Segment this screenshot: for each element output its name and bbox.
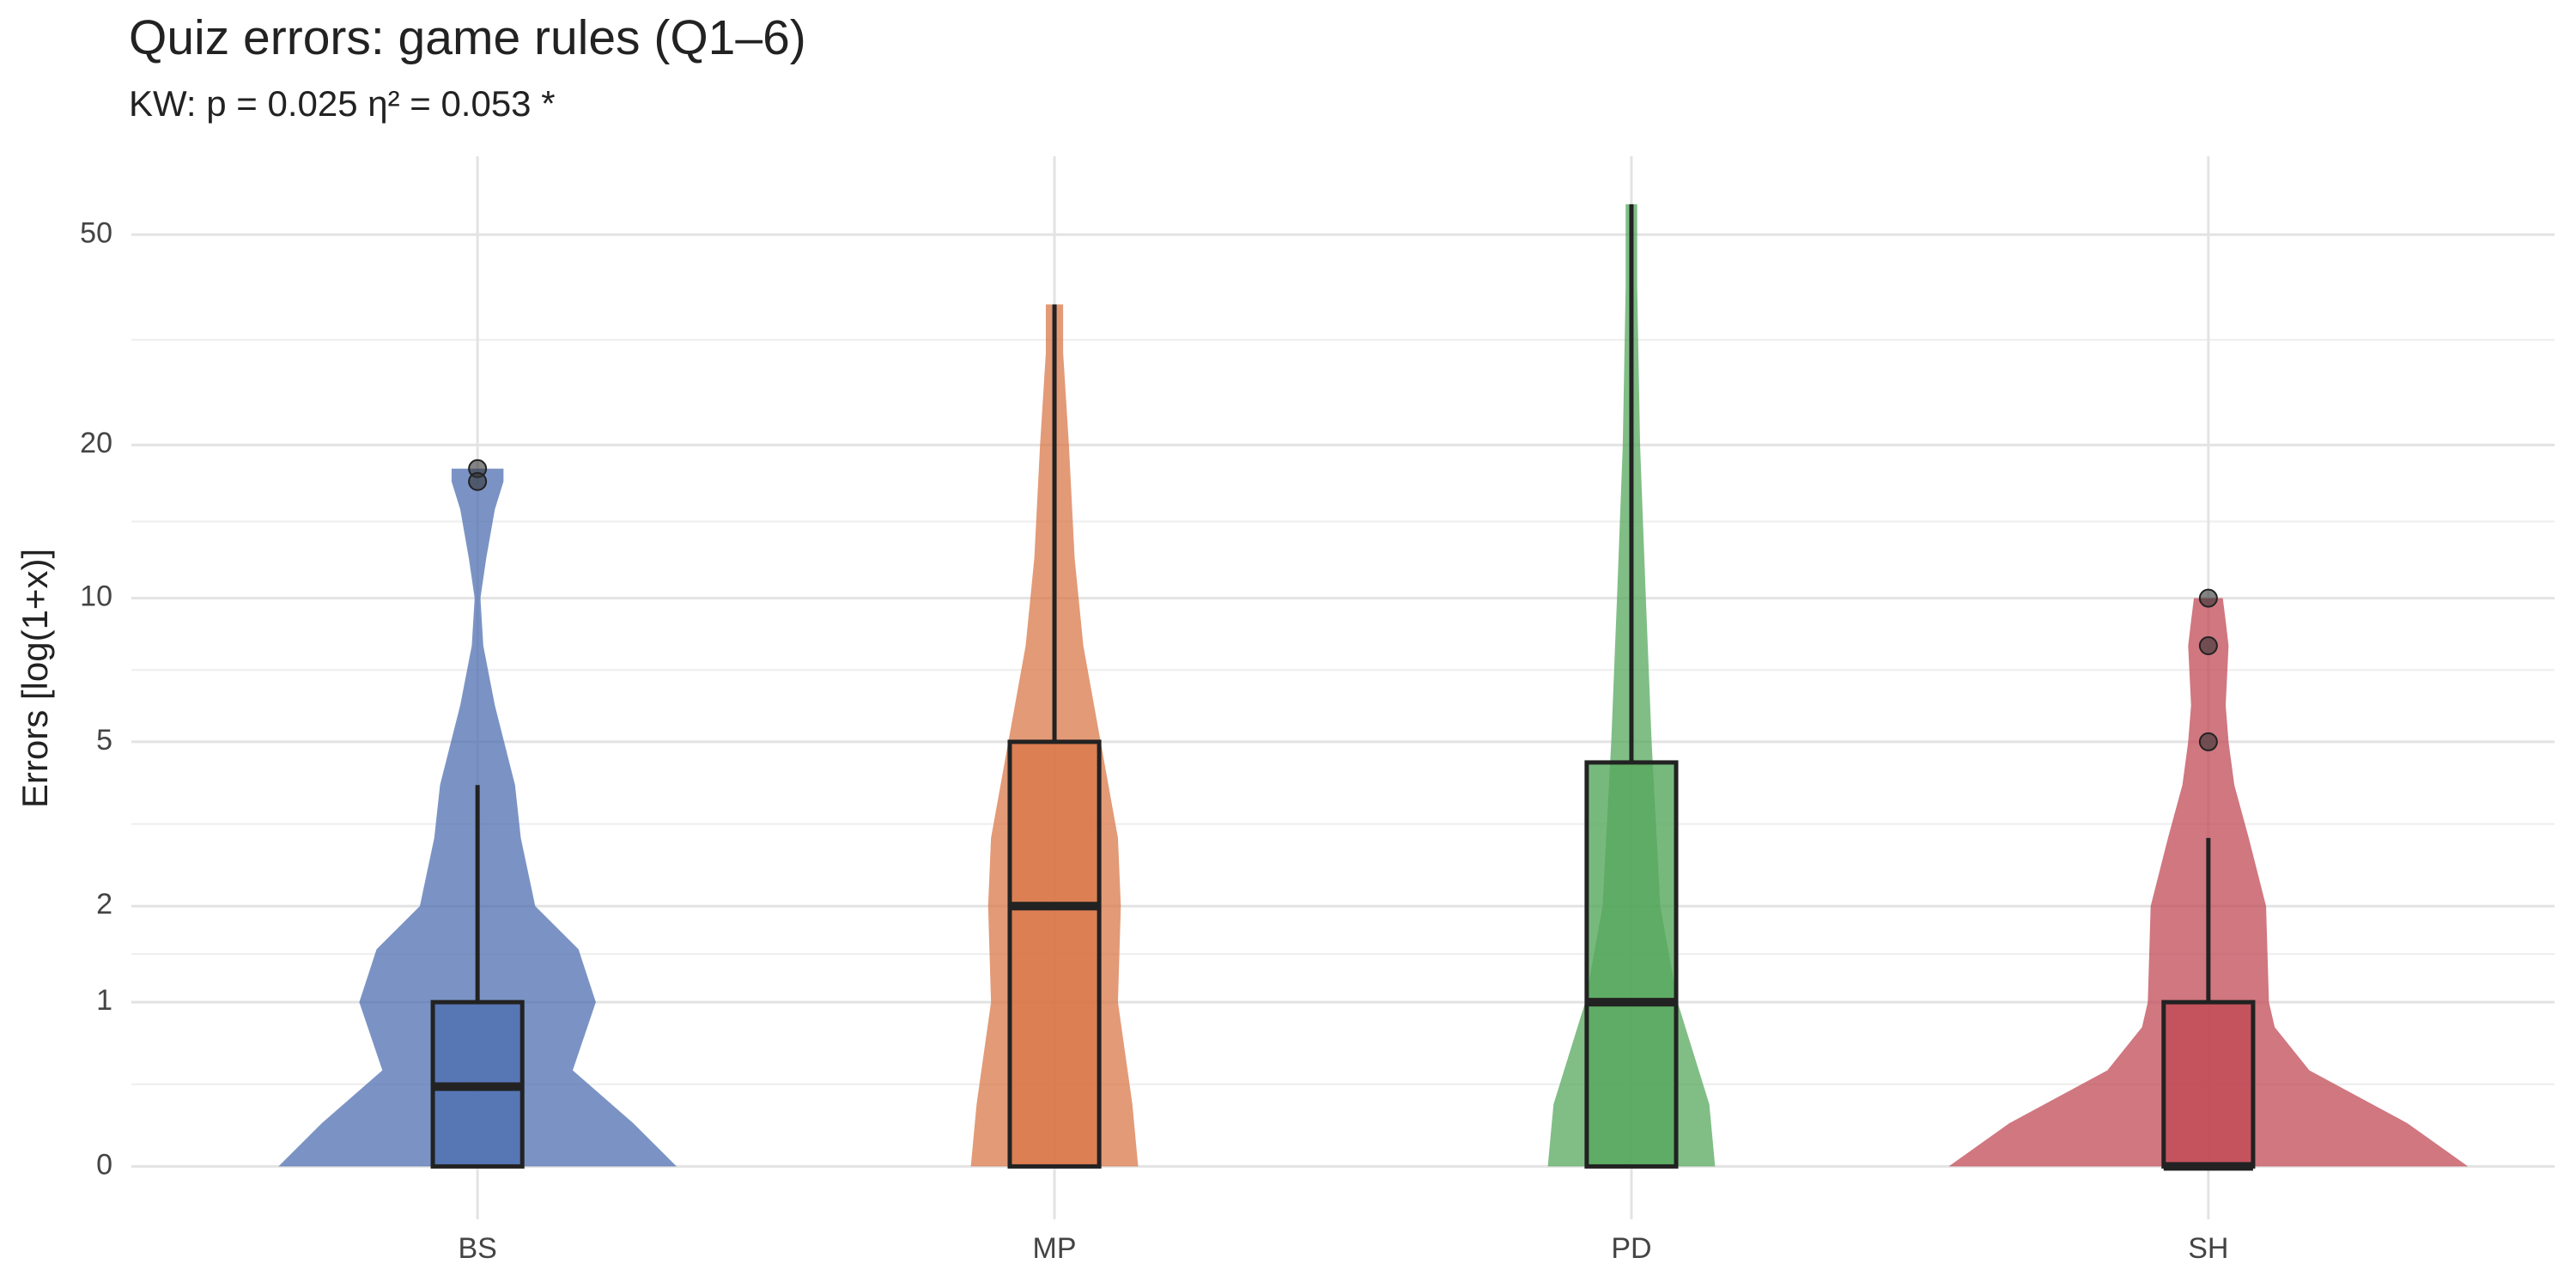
y-tick-label: 50: [80, 216, 112, 249]
x-tick-label: BS: [458, 1232, 496, 1265]
x-tick-label: MP: [1033, 1232, 1077, 1265]
box: [1584, 760, 1679, 1169]
x-tick-label: PD: [1611, 1232, 1651, 1265]
outlier: [2198, 588, 2218, 608]
box: [2161, 999, 2256, 1169]
y-tick-label: 1: [96, 984, 112, 1017]
chart-subtitle: KW: p = 0.025 η² = 0.053 *: [129, 83, 556, 124]
outlier: [468, 471, 488, 491]
y-tick-label: 20: [80, 427, 112, 459]
y-tick-label: 10: [80, 580, 112, 613]
x-tick-label: SH: [2188, 1232, 2228, 1265]
box: [1007, 739, 1102, 1169]
outlier: [2198, 636, 2218, 656]
y-tick-label: 2: [96, 888, 112, 920]
outlier: [2198, 732, 2218, 751]
chart-title: Quiz errors: game rules (Q1–6): [129, 10, 806, 65]
y-tick-label: 5: [96, 724, 112, 756]
y-axis-title: Errors [log(1+x)]: [15, 549, 55, 808]
y-tick-label: 0: [96, 1148, 112, 1181]
plot-marks: [278, 204, 2469, 1171]
